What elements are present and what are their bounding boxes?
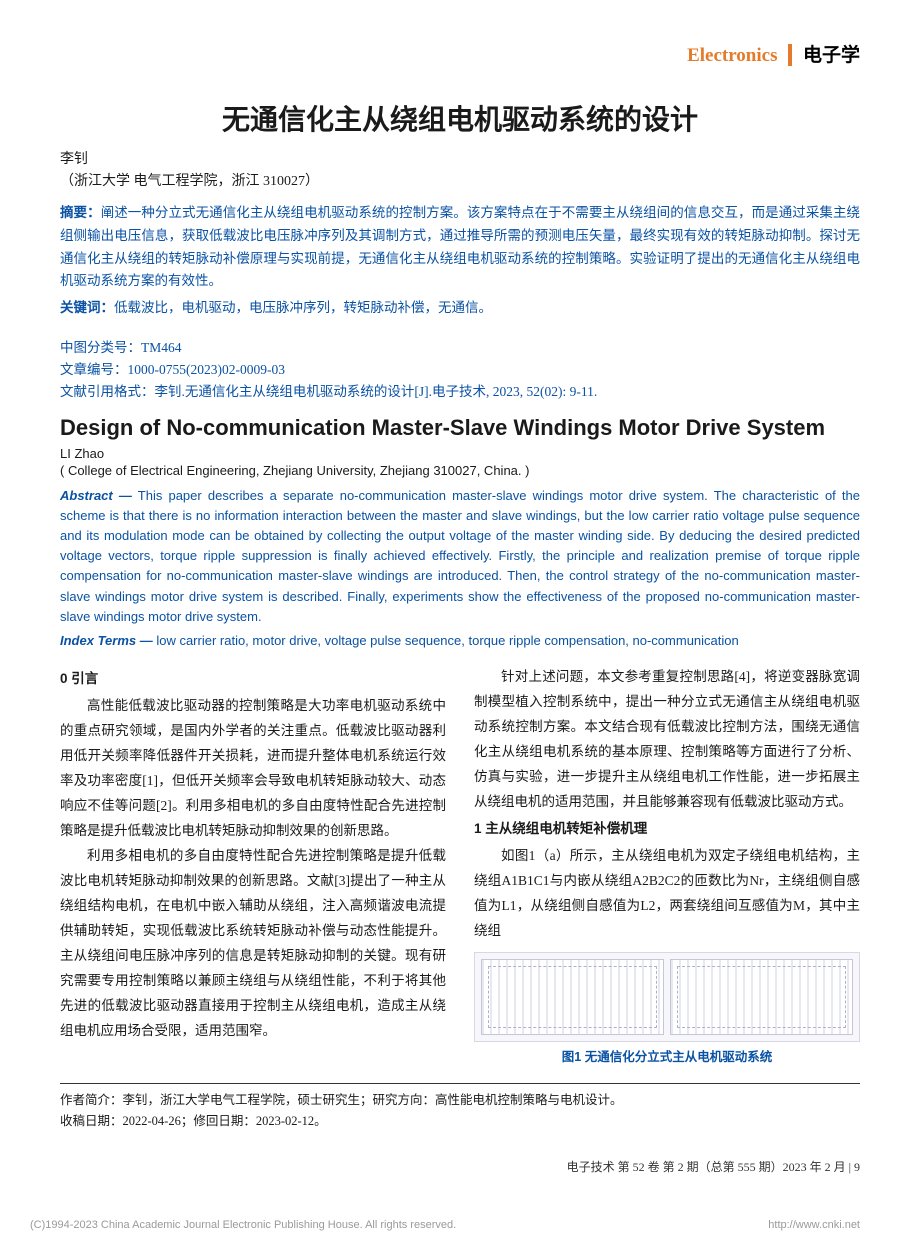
paragraph-1: 高性能低载波比驱动器的控制策略是大功率电机驱动系统中的重点研究领域，是国内外学者…	[60, 694, 446, 844]
article-id-label: 文章编号：	[60, 362, 128, 377]
copyright-text: (C)1994-2023 China Academic Journal Elec…	[30, 1219, 456, 1231]
section-divider	[788, 44, 792, 66]
en-author: LI Zhao	[60, 446, 860, 461]
paragraph-3: 针对上述问题，本文参考重复控制思路[4]，将逆变器脉宽调制模型植入控制系统中，提…	[474, 665, 860, 815]
en-abstract-text: This paper describes a separate no-commu…	[60, 488, 860, 624]
cn-abstract-text: 阐述一种分立式无通信化主从绕组电机驱动系统的控制方案。该方案特点在于不需要主从绕…	[60, 205, 860, 289]
en-abstract: Abstract — This paper describes a separa…	[60, 486, 860, 627]
en-index-label: Index Terms —	[60, 633, 153, 648]
journal-section-header: Electronics 电子学	[60, 40, 860, 68]
figure-1-panel-a	[481, 959, 664, 1035]
article-id-line: 文章编号：1000-0755(2023)02-0009-03	[60, 358, 860, 378]
cn-affiliation: （浙江大学 电气工程学院，浙江 310027）	[60, 170, 860, 190]
section-zh: 电子学	[803, 45, 860, 66]
clc-label: 中图分类号：	[60, 340, 141, 355]
clc-line: 中图分类号：TM464	[60, 336, 860, 356]
figure-1-image	[474, 952, 860, 1042]
en-affiliation: ( College of Electrical Engineering, Zhe…	[60, 463, 860, 478]
cn-abstract: 摘要：阐述一种分立式无通信化主从绕组电机驱动系统的控制方案。该方案特点在于不需要…	[60, 202, 860, 294]
section-en: Electronics	[687, 45, 777, 66]
dates: 收稿日期：2022-04-26；修回日期：2023-02-12。	[60, 1111, 860, 1132]
paragraph-4: 如图1（a）所示，主从绕组电机为双定子绕组电机结构，主绕组A1B1C1与内嵌从绕…	[474, 844, 860, 944]
figure-1-panel-b	[670, 959, 853, 1035]
page-footer: 电子技术 第 52 卷 第 2 期（总第 555 期）2023 年 2 月 | …	[60, 1158, 860, 1175]
figure-1: 图1 无通信化分立式主从电机驱动系统	[474, 952, 860, 1069]
cn-author: 李钊	[60, 148, 860, 168]
cn-title: 无通信化主从绕组电机驱动系统的设计	[60, 98, 860, 138]
cn-abstract-label: 摘要：	[60, 205, 101, 220]
en-index-terms: Index Terms — low carrier ratio, motor d…	[60, 631, 860, 651]
citation-label: 文献引用格式：	[60, 384, 155, 399]
figure-1-caption: 图1 无通信化分立式主从电机驱动系统	[474, 1046, 860, 1069]
cn-keywords: 关键词：低载波比，电机驱动，电压脉冲序列，转矩脉动补偿，无通信。	[60, 297, 860, 320]
author-footer: 作者简介：李钊，浙江大学电气工程学院，硕士研究生；研究方向：高性能电机控制策略与…	[60, 1083, 860, 1133]
left-column: 0 引言 高性能低载波比驱动器的控制策略是大功率电机驱动系统中的重点研究领域，是…	[60, 665, 446, 1069]
article-id-value: 1000-0755(2023)02-0009-03	[128, 362, 285, 377]
en-index-text: low carrier ratio, motor drive, voltage …	[153, 633, 739, 648]
author-bio: 作者简介：李钊，浙江大学电气工程学院，硕士研究生；研究方向：高性能电机控制策略与…	[60, 1090, 860, 1111]
clc-value: TM464	[141, 340, 182, 355]
citation-line: 文献引用格式：李钊.无通信化主从绕组电机驱动系统的设计[J].电子技术, 202…	[60, 380, 860, 400]
copyright-line: (C)1994-2023 China Academic Journal Elec…	[0, 1219, 920, 1251]
paragraph-2: 利用多相电机的多自由度特性配合先进控制策略是提升低载波比电机转矩脉动抑制效果的创…	[60, 844, 446, 1044]
cn-keywords-text: 低载波比，电机驱动，电压脉冲序列，转矩脉动补偿，无通信。	[114, 300, 492, 315]
copyright-url: http://www.cnki.net	[768, 1219, 860, 1231]
en-abstract-label: Abstract —	[60, 488, 132, 503]
citation-value: 李钊.无通信化主从绕组电机驱动系统的设计[J].电子技术, 2023, 52(0…	[155, 384, 598, 399]
right-column: 针对上述问题，本文参考重复控制思路[4]，将逆变器脉宽调制模型植入控制系统中，提…	[474, 665, 860, 1069]
cn-keywords-label: 关键词：	[60, 300, 114, 315]
en-title: Design of No-communication Master-Slave …	[60, 414, 860, 442]
sec1-heading: 1 主从绕组电机转矩补偿机理	[474, 817, 860, 842]
body-columns: 0 引言 高性能低载波比驱动器的控制策略是大功率电机驱动系统中的重点研究领域，是…	[60, 665, 860, 1069]
sec0-heading: 0 引言	[60, 667, 446, 692]
